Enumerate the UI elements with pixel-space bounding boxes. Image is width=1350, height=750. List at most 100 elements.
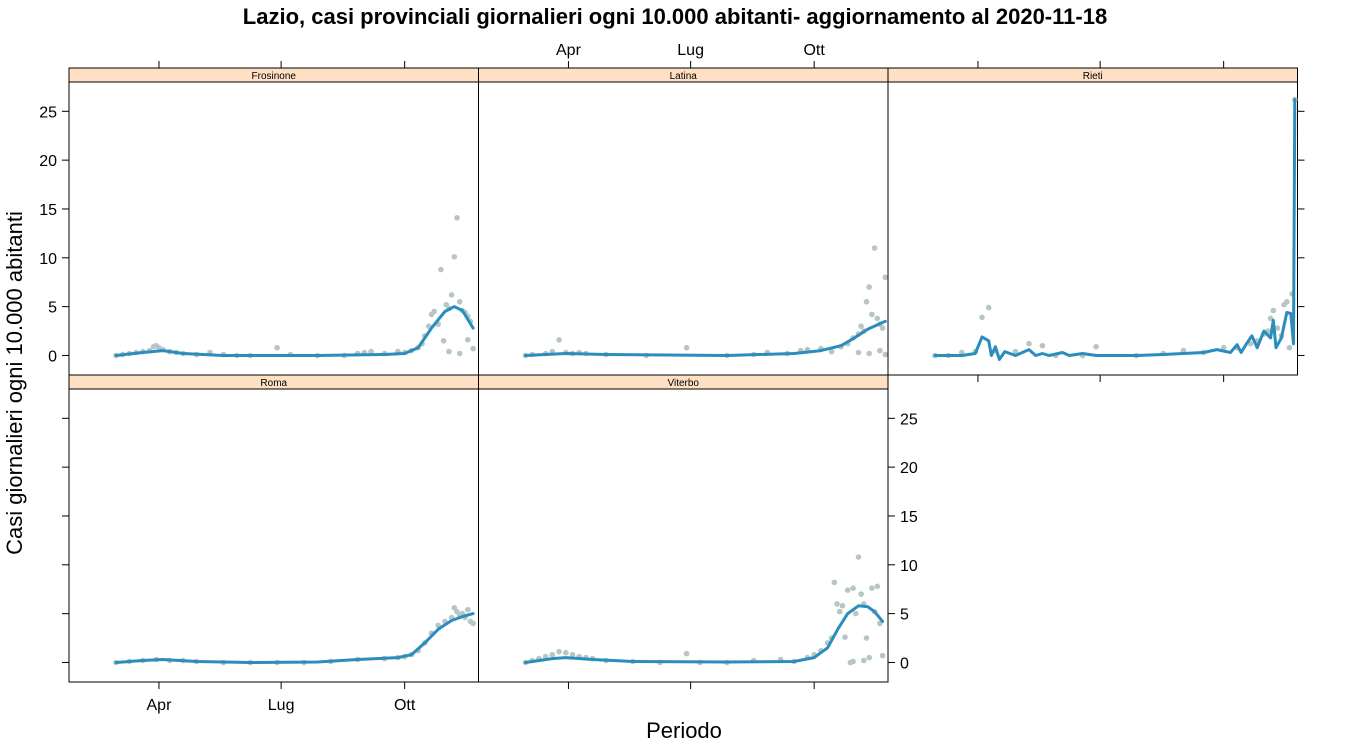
x-tick-label: Apr [147, 697, 173, 714]
y-tick-label: 5 [48, 300, 57, 317]
data-point [440, 338, 447, 344]
panel-strip-label: Rieti [1083, 71, 1103, 82]
y-tick-label: 10 [39, 251, 57, 268]
data-point [451, 253, 458, 260]
data-point [842, 634, 848, 640]
data-point [446, 348, 452, 355]
data-point [470, 345, 476, 352]
panel-viterbo: Viterbo [478, 374, 889, 683]
data-point [456, 350, 463, 357]
panel-frame [478, 388, 889, 683]
data-point [879, 652, 886, 659]
data-point [879, 325, 886, 331]
x-tick-label: Ott [394, 697, 416, 714]
data-point [877, 347, 883, 354]
panels-layer: Frosinone Latina Rieti Roma Viterbo [68, 67, 1298, 683]
trend-line [114, 612, 475, 664]
data-point [869, 311, 875, 318]
data-point [874, 315, 881, 322]
data-point [853, 610, 859, 617]
x-tick-label: Lug [677, 42, 704, 59]
data-point [448, 292, 455, 298]
data-point [456, 299, 463, 305]
data-point [1270, 307, 1277, 314]
panel-frame [68, 81, 479, 376]
data-point [882, 274, 889, 281]
data-point [451, 605, 458, 611]
data-point [839, 603, 846, 609]
trend-line [114, 305, 475, 357]
data-point [1220, 344, 1227, 351]
points-roma [113, 605, 476, 666]
x-tick-label: Apr [556, 42, 582, 59]
data-point [443, 301, 450, 308]
panel-frame [68, 388, 479, 683]
data-point [454, 215, 460, 221]
data-point [569, 651, 576, 658]
data-point [985, 304, 992, 311]
data-point [1093, 343, 1099, 350]
y-axis-label: Casi giornalieri ogni 10.000 abitanti [2, 211, 27, 555]
trend-line [524, 319, 887, 357]
data-point [1039, 342, 1046, 349]
data-point [863, 299, 870, 305]
data-point [855, 349, 862, 356]
points-rieti [932, 96, 1298, 359]
data-point [869, 585, 875, 591]
data-point [465, 606, 471, 613]
y-tick-label: 5 [900, 607, 909, 624]
data-point [882, 351, 889, 358]
data-point [470, 620, 476, 627]
points-frosinone [113, 215, 476, 359]
points-viterbo [522, 554, 886, 666]
data-point [858, 591, 864, 597]
data-point [850, 585, 856, 591]
y-tick-label: 25 [39, 104, 57, 121]
chart-title: Lazio, casi provinciali giornalieri ogni… [243, 4, 1107, 29]
data-point [828, 348, 835, 355]
x-tick-label: Ott [803, 42, 825, 59]
data-point [556, 337, 562, 343]
data-point [431, 308, 438, 315]
y-tick-label: 15 [900, 509, 918, 526]
data-point [831, 579, 838, 586]
y-tick-label: 25 [900, 411, 918, 428]
data-point [274, 344, 280, 351]
data-point [1274, 325, 1281, 331]
data-point [1284, 299, 1290, 305]
data-point [454, 608, 460, 615]
data-point [844, 587, 851, 593]
panel-roma: Roma [68, 374, 479, 683]
y-tick-label: 0 [48, 348, 57, 365]
data-point [866, 654, 872, 661]
data-point [465, 337, 471, 343]
data-point [855, 554, 862, 560]
data-point [866, 284, 872, 290]
y-tick-label: 20 [39, 153, 57, 170]
data-point [1286, 344, 1293, 351]
panel-latina: Latina [478, 67, 889, 376]
data-point [861, 657, 867, 664]
panel-frosinone: Frosinone [68, 67, 479, 376]
data-point [834, 601, 840, 607]
panel-strip-label: Latina [670, 71, 698, 82]
panel-frame [887, 81, 1298, 376]
data-point [850, 658, 856, 665]
data-point [863, 635, 870, 641]
data-point [979, 314, 985, 321]
panel-rieti: Rieti [887, 67, 1298, 376]
axes-layer: 0 5 10 15 20 25 0 5 10 15 20 25 Apr Lug Ott Apr Lug Ott [39, 42, 1305, 714]
data-point [871, 245, 878, 251]
data-point [549, 651, 556, 658]
x-tick-label: Lug [268, 697, 295, 714]
data-point [836, 608, 843, 615]
data-point [683, 650, 690, 657]
data-point [874, 583, 881, 590]
y-tick-label: 10 [900, 558, 918, 575]
data-point [858, 323, 864, 330]
x-axis-label: Periodo [646, 718, 722, 743]
y-tick-label: 20 [900, 460, 918, 477]
data-point [683, 344, 690, 351]
data-point [1026, 340, 1032, 347]
